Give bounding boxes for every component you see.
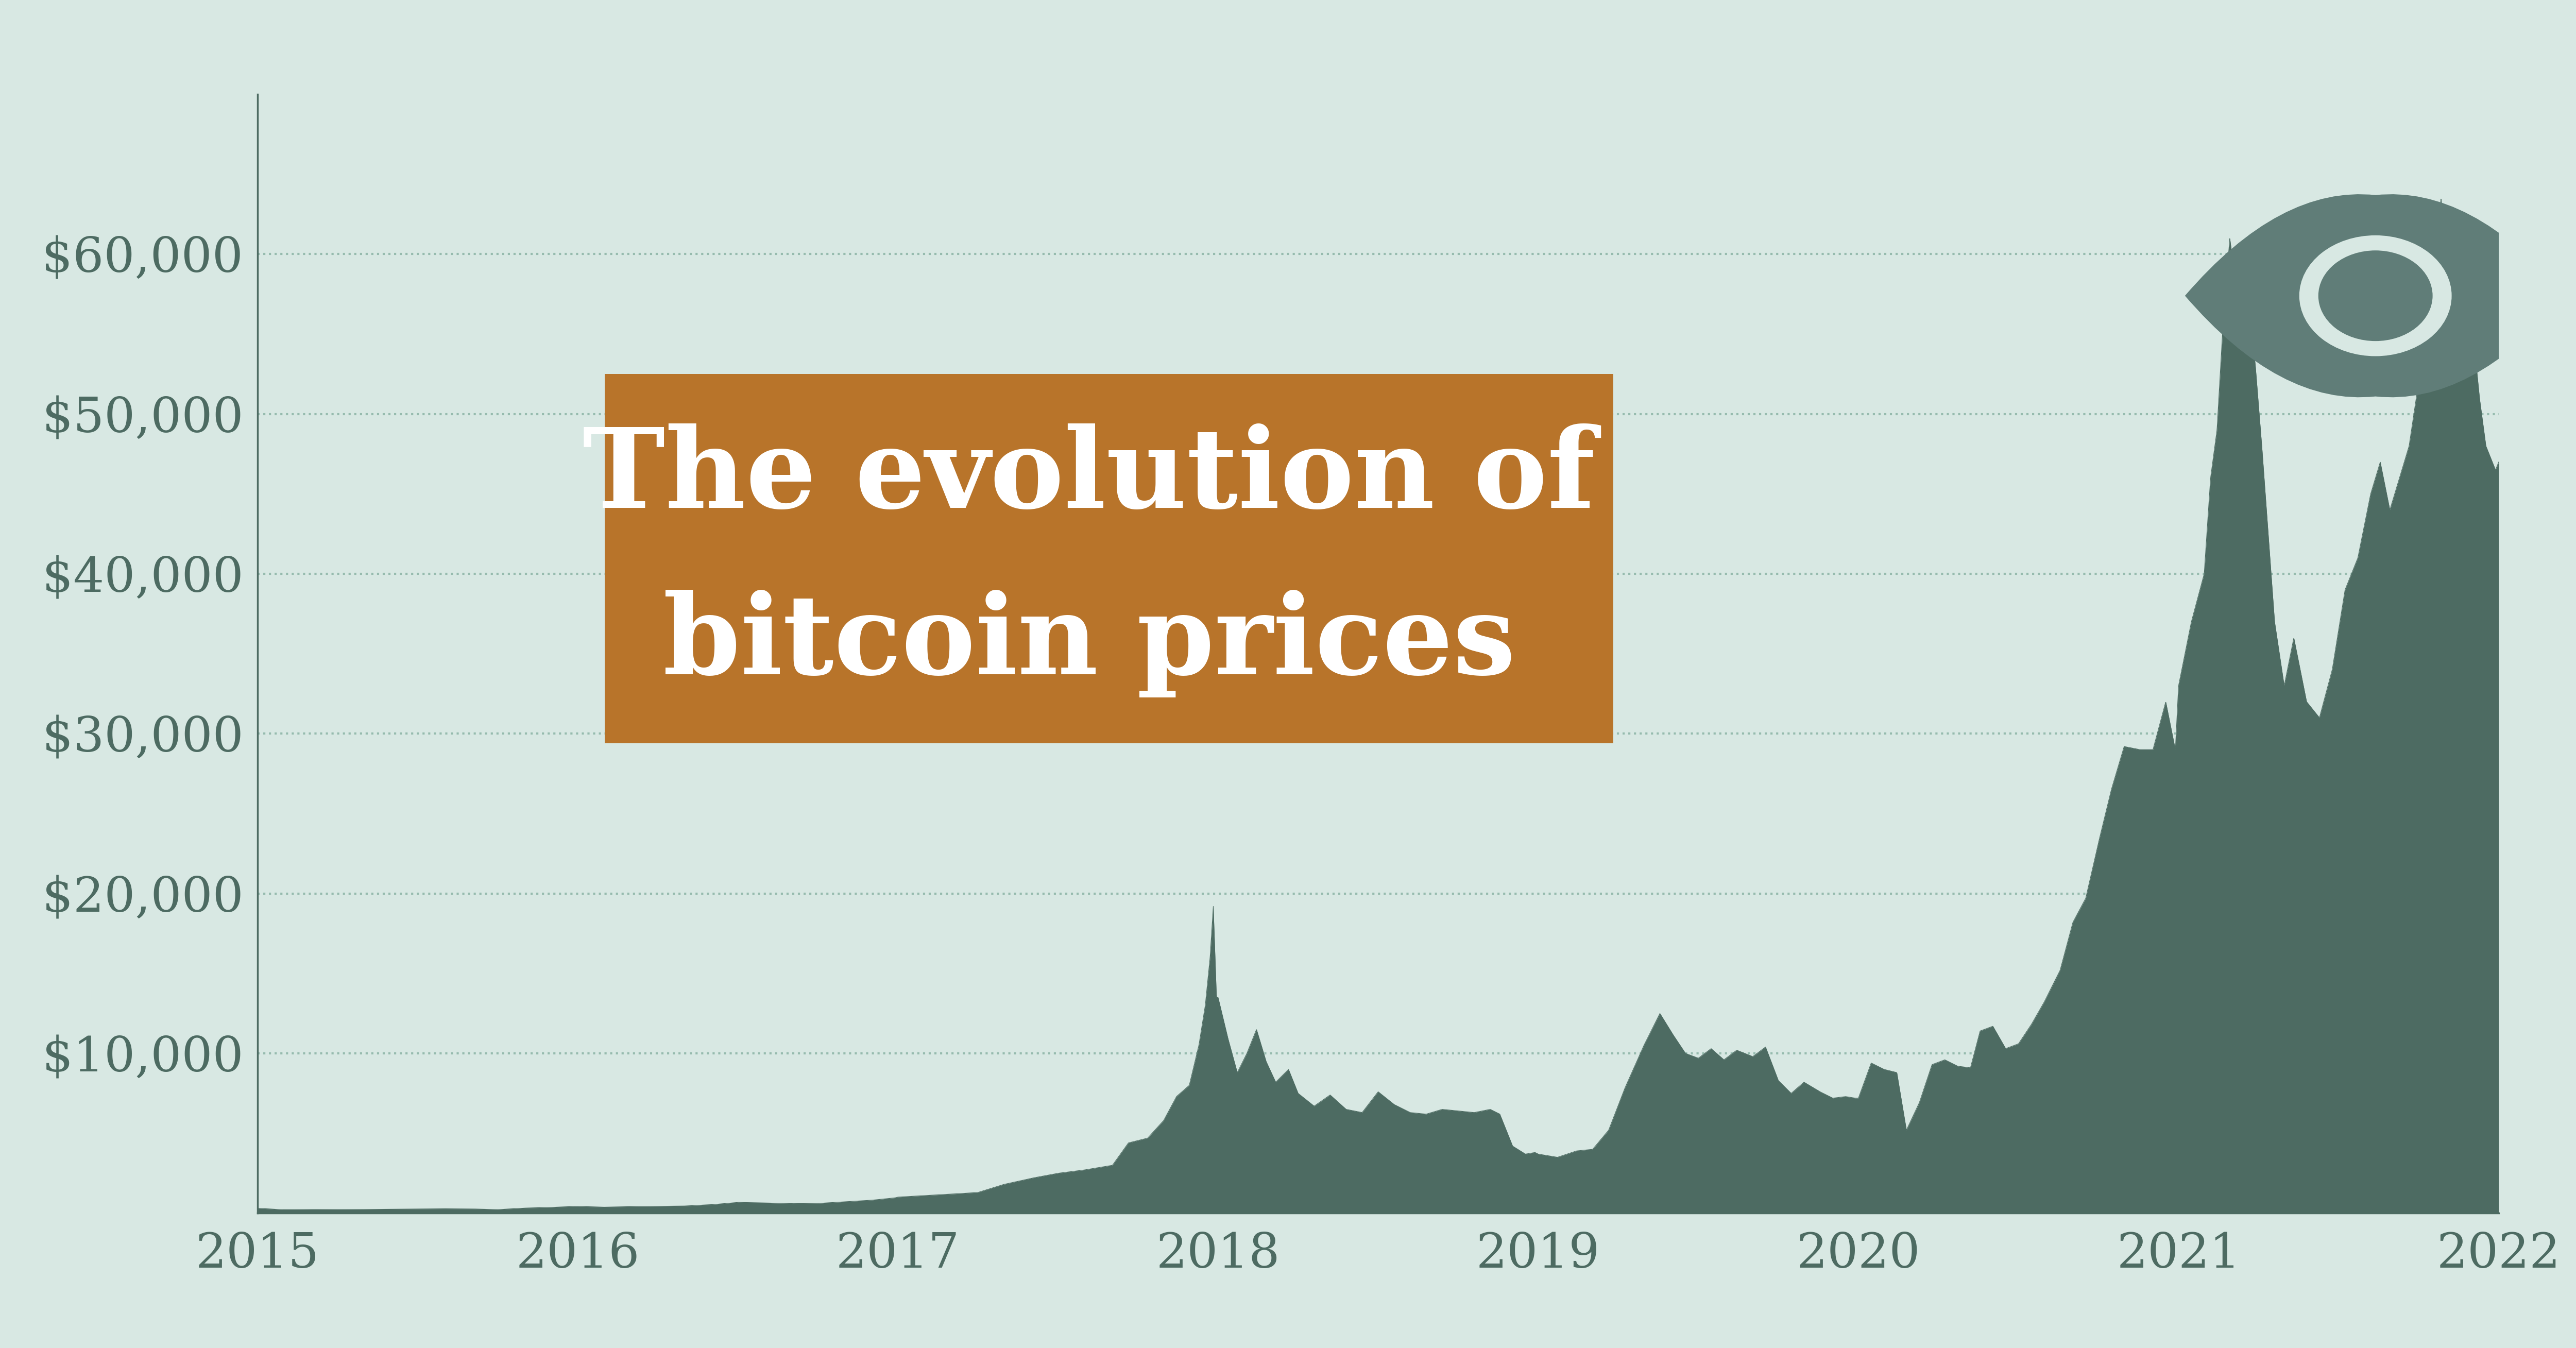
Ellipse shape [2318,251,2432,341]
PathPatch shape [2184,194,2566,398]
Text: The evolution of: The evolution of [582,423,1595,531]
Text: bitcoin prices: bitcoin prices [662,590,1515,697]
FancyBboxPatch shape [605,375,1613,743]
Ellipse shape [2300,236,2452,356]
